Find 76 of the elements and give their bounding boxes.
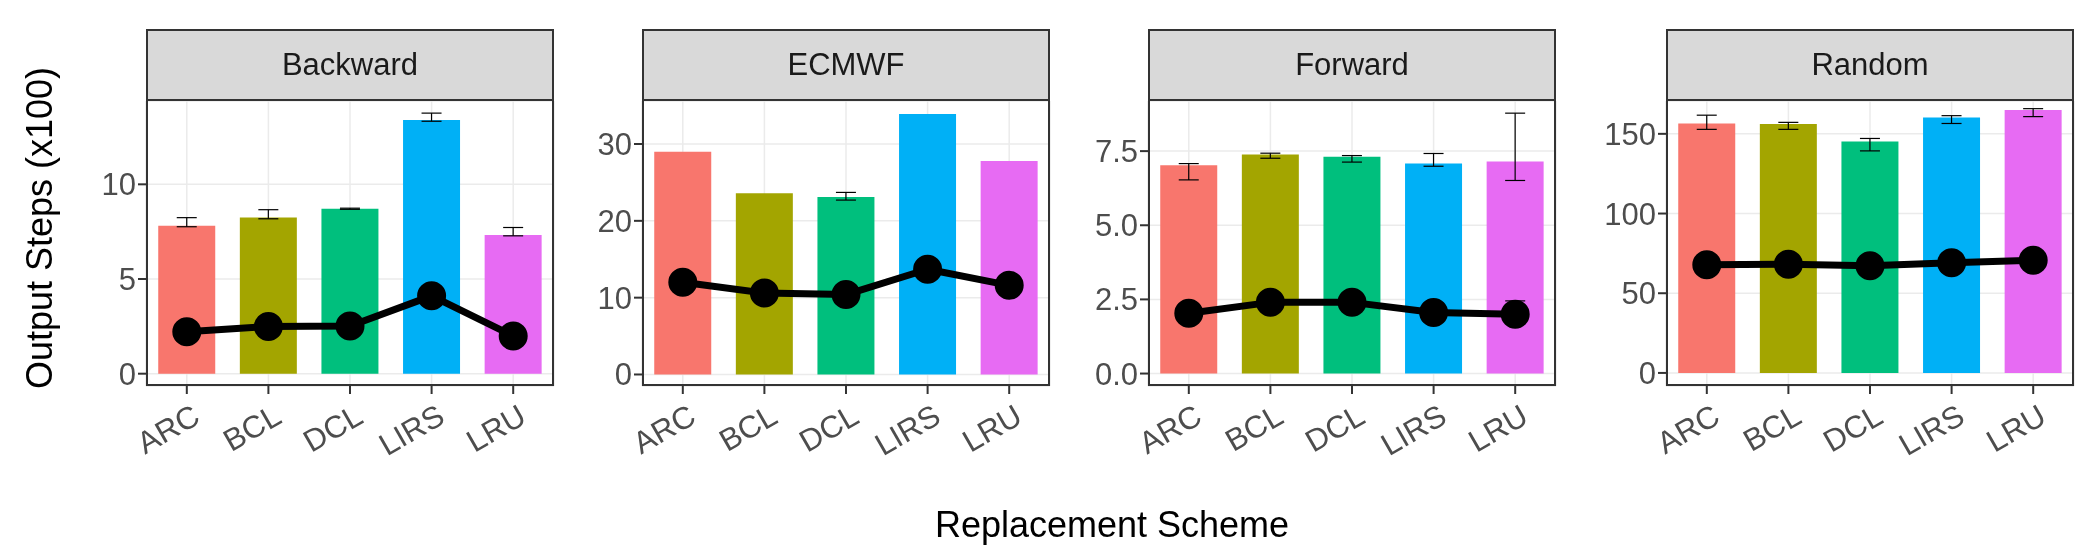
bar	[1323, 156, 1381, 374]
x-tick-label: LRU	[460, 397, 532, 460]
bar	[321, 208, 379, 374]
bar	[1160, 165, 1218, 374]
x-tick-label: ARC	[131, 397, 206, 461]
bar	[1486, 161, 1544, 374]
bar	[1841, 141, 1899, 373]
point	[831, 280, 861, 310]
bar	[1241, 154, 1299, 374]
chart-title: Forward	[1148, 29, 1556, 101]
point	[417, 281, 447, 311]
x-tick-label: LIRS	[868, 397, 947, 463]
bar	[654, 151, 712, 375]
y-tick-label: 2.5	[1094, 282, 1138, 318]
x-tick-label: BCL	[713, 397, 783, 459]
x-tick-label: BCL	[217, 397, 287, 459]
chart-title: Random	[1666, 29, 2074, 101]
point	[668, 267, 698, 297]
y-tick-label: 10	[101, 167, 136, 203]
bar	[1405, 163, 1463, 374]
y-axis-title: Output Steps (x100)	[19, 66, 61, 390]
x-tick-label: LRU	[1462, 397, 1534, 460]
point	[994, 270, 1024, 300]
y-tick-label: 0	[1638, 355, 1656, 391]
y-tick-label: 20	[597, 203, 632, 239]
bar	[158, 225, 216, 374]
x-tick-label: BCL	[1219, 397, 1289, 459]
x-tick-label: DCL	[297, 397, 369, 460]
bar	[239, 217, 297, 374]
x-tick-label: LIRS	[1374, 397, 1453, 463]
bar	[1678, 123, 1736, 373]
bar	[2004, 110, 2062, 373]
point	[1500, 299, 1530, 329]
bar	[1923, 117, 1981, 373]
x-tick-label: LIRS	[372, 397, 451, 463]
bar	[403, 119, 461, 374]
bar	[817, 197, 875, 375]
y-tick-label: 100	[1604, 196, 1656, 232]
point	[1174, 298, 1204, 328]
point	[1419, 297, 1449, 327]
y-tick-label: 50	[1621, 276, 1656, 312]
x-tick-label: LIRS	[1892, 397, 1971, 463]
x-tick-label: LRU	[956, 397, 1028, 460]
point	[335, 311, 365, 341]
point	[1255, 287, 1285, 317]
point	[913, 254, 943, 284]
point	[253, 312, 283, 342]
y-tick-label: 5	[118, 262, 136, 298]
bar	[980, 160, 1038, 375]
bar	[735, 193, 793, 375]
bar	[899, 114, 957, 375]
point	[498, 321, 528, 351]
y-tick-label: 0	[118, 356, 136, 392]
y-tick-label: 10	[597, 280, 632, 316]
y-tick-label: 5.0	[1094, 208, 1138, 244]
x-tick-label: DCL	[793, 397, 865, 460]
x-tick-label: DCL	[1299, 397, 1371, 460]
bar	[484, 235, 542, 374]
point	[172, 317, 202, 347]
point	[749, 278, 779, 308]
x-axis-title: Replacement Scheme	[934, 504, 1290, 546]
y-tick-label: 30	[597, 127, 632, 163]
x-tick-label: ARC	[1651, 397, 1726, 461]
bar	[1759, 124, 1817, 373]
chart-title: Backward	[146, 29, 554, 101]
x-tick-label: ARC	[627, 397, 702, 461]
x-tick-label: LRU	[1980, 397, 2052, 460]
x-tick-label: DCL	[1817, 397, 1889, 460]
x-tick-label: BCL	[1737, 397, 1807, 459]
y-tick-label: 0.0	[1094, 356, 1138, 392]
point	[1337, 287, 1367, 317]
x-tick-label: ARC	[1133, 397, 1208, 461]
y-tick-label: 150	[1604, 116, 1656, 152]
y-tick-label: 7.5	[1094, 134, 1138, 170]
chart-title: ECMWF	[642, 29, 1050, 101]
y-tick-label: 0	[614, 357, 632, 393]
